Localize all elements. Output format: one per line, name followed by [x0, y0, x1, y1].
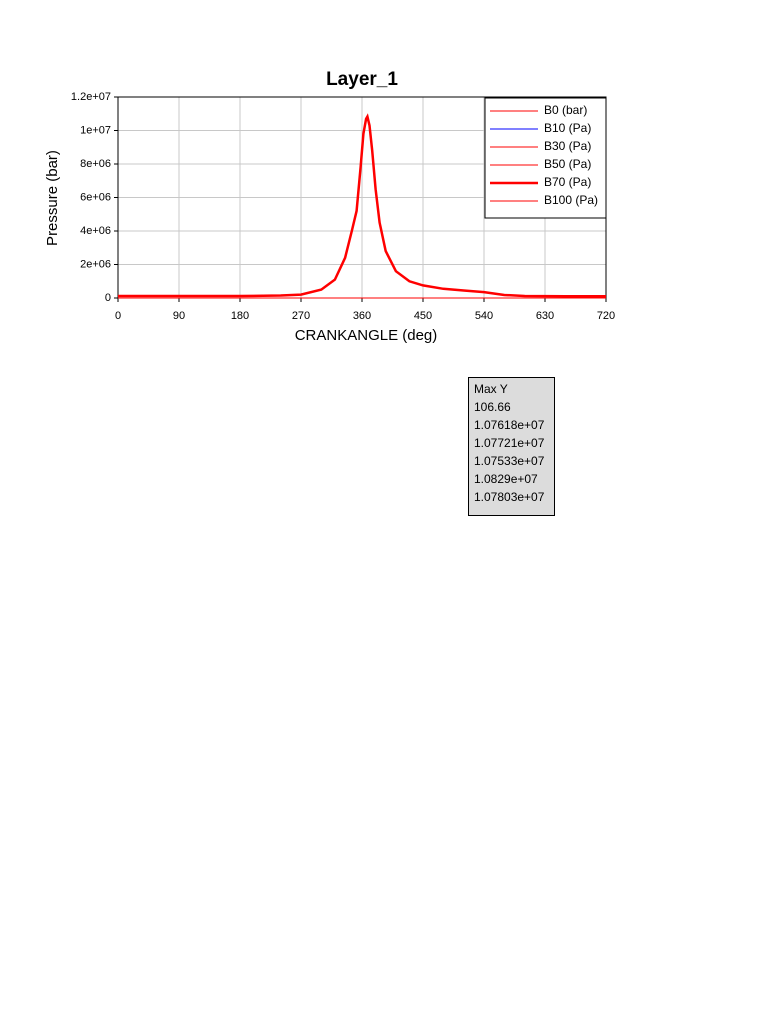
legend-label: B70 (Pa) [544, 175, 591, 189]
y-tick-label: 1.2e+07 [71, 91, 111, 103]
max-y-value: 1.07803e+07 [474, 490, 545, 504]
legend-label: B50 (Pa) [544, 157, 591, 171]
max-y-value: 106.66 [474, 400, 511, 414]
x-axis-label: CRANKANGLE (deg) [295, 327, 438, 344]
y-tick-label: 4e+06 [80, 225, 111, 237]
y-axis-label: Pressure (bar) [44, 150, 61, 246]
y-tick-label: 1e+07 [80, 124, 111, 136]
y-tick-label: 8e+06 [80, 158, 111, 170]
max-y-value: 1.0829e+07 [474, 472, 538, 486]
series-line [118, 116, 606, 297]
x-tick-label: 540 [475, 310, 493, 322]
legend-label: B10 (Pa) [544, 121, 591, 135]
x-tick-label: 450 [414, 310, 432, 322]
max-y-value: 1.07721e+07 [474, 436, 545, 450]
max-y-title: Max Y [474, 382, 508, 396]
max-y-value: 1.07618e+07 [474, 418, 545, 432]
max-y-value: 1.07533e+07 [474, 454, 545, 468]
x-tick-label: 360 [353, 310, 371, 322]
x-tick-label: 90 [173, 310, 185, 322]
x-tick-label: 720 [597, 310, 615, 322]
y-tick-label: 2e+06 [80, 258, 111, 270]
x-tick-label: 270 [292, 310, 310, 322]
legend-label: B100 (Pa) [544, 193, 598, 207]
x-tick-label: 180 [231, 310, 249, 322]
legend-label: B30 (Pa) [544, 139, 591, 153]
max-y-box [468, 377, 555, 516]
y-tick-label: 0 [105, 292, 111, 304]
legend-box [484, 97, 607, 219]
x-tick-label: 0 [115, 310, 121, 322]
legend-label: B0 (bar) [544, 103, 587, 117]
x-tick-label: 630 [536, 310, 554, 322]
y-tick-label: 6e+06 [80, 191, 111, 203]
chart-title: Layer_1 [326, 69, 398, 90]
